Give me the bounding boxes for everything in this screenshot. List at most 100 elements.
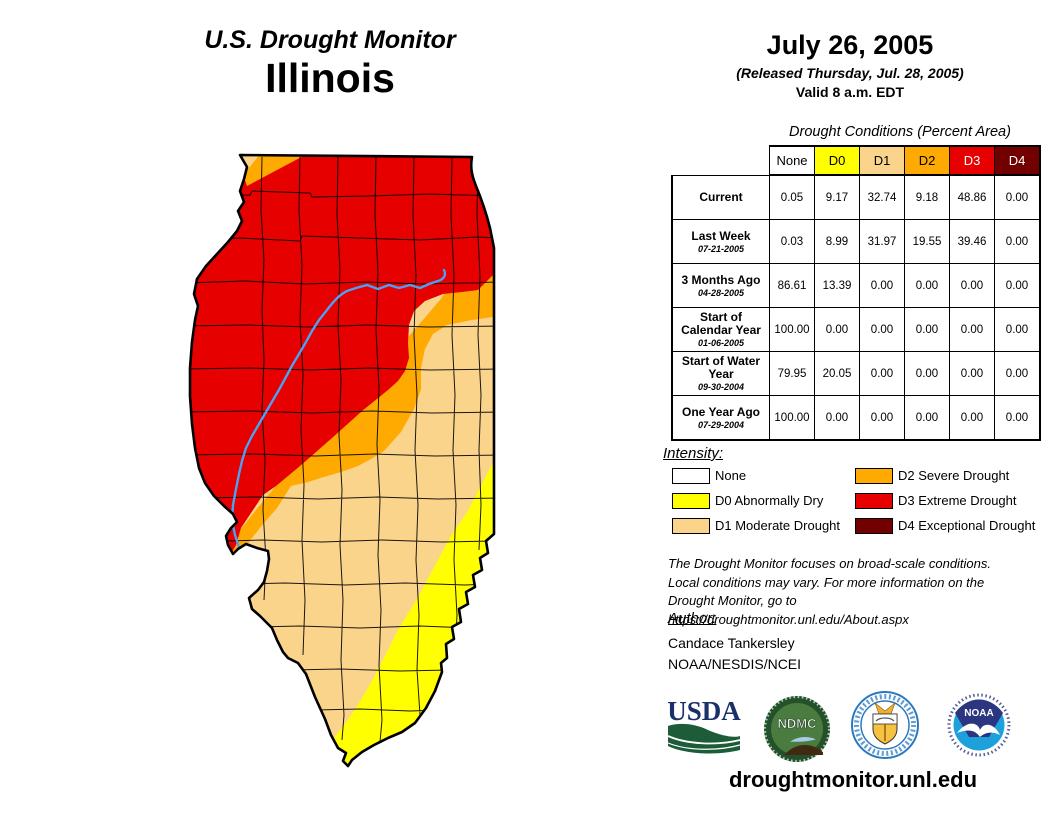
value-cell: 13.39 [814,263,860,308]
state-title: Illinois [265,55,395,101]
value-cell: 0.00 [859,307,905,352]
disclaimer-line: Drought Monitor, go to https://droughtmo… [668,593,909,627]
table-title: Drought Conditions (Percent Area) [789,124,1011,140]
legend-label: None [715,468,747,483]
table-corner-cell [672,146,770,175]
legend-label: D3 Extreme Drought [898,493,1017,508]
table-row-3-months-ago: 3 Months Ago 04-28-2005 86.61 13.39 0.00 0.00… [671,263,1041,308]
row-label-date: 01-06-2005 [697,338,745,348]
value-cell: 39.46 [949,219,995,264]
value-cell: 100.00 [769,307,815,352]
author-heading: Author: [668,610,717,627]
map-title-block: U.S. Drought Monitor Illinois [140,26,520,99]
row-label-text: Start of Calendar Year [681,310,761,337]
row-label-text: One Year Ago [681,404,761,419]
usda-logo: USDA [667,696,741,754]
row-label-date: 04-28-2005 [697,287,745,298]
value-cell: 0.00 [949,351,995,396]
legend-swatch [855,518,893,534]
value-cell: 0.00 [904,395,950,441]
state-outline [188,153,496,768]
row-label-date: 09-30-2004 [697,382,745,392]
row-label: One Year Ago 07-29-2004 [671,395,770,441]
value-cell: 0.00 [949,307,995,352]
value-cell: 0.00 [859,263,905,308]
disclaimer-text: The Drought Monitor focuses on broad-sca… [668,555,1013,629]
legend-swatch [855,468,893,484]
column-header-d3: D3 [949,145,995,176]
value-cell: 0.00 [949,395,995,441]
value-cell: 0.00 [994,219,1041,264]
value-cell: 48.86 [949,174,995,220]
intensity-legend: Intensity: None D0 Abnormally Dry D1 Moder… [663,445,1048,543]
row-label-text: Current [699,189,743,204]
value-cell: 32.74 [859,174,905,220]
legend-swatch [672,518,710,534]
table-row-current: Current 0.05 9.17 32.74 9.18 48.86 0.00 [671,174,1041,220]
row-label-date: 07-21-2005 [697,243,745,254]
row-label: 3 Months Ago 04-28-2005 [671,263,770,308]
value-cell: 0.00 [994,174,1041,220]
value-cell: 86.61 [769,263,815,308]
drought-conditions-table: None D0 D1 D2 D3 D4 Current 0.05 9.17 32.74 9.18 4… [671,145,1041,441]
value-cell: 8.99 [814,219,860,264]
noaa-logo: NOAA [946,692,1012,758]
noaa-logo-text: NOAA [964,708,993,719]
row-label-date: 07-29-2004 [697,419,745,430]
site-url: droughtmonitor.unl.edu [728,767,978,792]
value-cell: 0.00 [994,395,1041,441]
row-label: Current [671,174,770,220]
legend-swatch [855,493,893,509]
row-label: Start of Water Year 09-30-2004 [671,351,770,396]
value-cell: 0.00 [994,351,1041,396]
legend-label: D4 Exceptional Drought [898,518,1036,533]
usda-logo-text: USDA [667,696,741,726]
author-block: Author: Candace Tankersley NOAA/NESDIS/N… [668,610,801,672]
program-title: U.S. Drought Monitor [204,26,456,54]
value-cell: 0.00 [814,395,860,441]
legend-label: D0 Abnormally Dry [715,493,824,508]
legend-swatch [672,468,710,484]
value-cell: 0.00 [904,307,950,352]
valid-time: Valid 8 a.m. EDT [795,84,905,100]
value-cell: 100.00 [769,395,815,441]
column-header-d0: D0 [814,145,860,176]
date-block: July 26, 2005 (Released Thursday, Jul. 2… [689,30,1011,100]
released-date: (Released Thursday, Jul. 28, 2005) [736,65,964,81]
value-cell: 19.55 [904,219,950,264]
value-cell: 0.00 [994,307,1041,352]
ndmc-logo-text: NDMC [778,716,818,731]
value-cell: 0.05 [769,174,815,220]
legend-label: D1 Moderate Drought [715,518,841,533]
table-row-one-year-ago: One Year Ago 07-29-2004 100.00 0.00 0.00 0.00… [671,395,1041,441]
value-cell: 0.03 [769,219,815,264]
legend-heading: Intensity: [663,445,724,462]
value-cell: 0.00 [994,263,1041,308]
value-cell: 9.18 [904,174,950,220]
map-date: July 26, 2005 [766,30,934,60]
column-header-none: None [769,145,815,176]
doc-seal-logo [851,691,919,759]
county-boundaries [190,156,494,743]
legend-label: D2 Severe Drought [898,468,1010,483]
table-row-last-week: Last Week 07-21-2005 0.03 8.99 31.97 19.55 39.… [671,219,1041,264]
illinois-river [230,268,447,552]
table-row-start-of-water-year: Start of Water Year 09-30-2004 79.95 20.05 0… [671,351,1041,396]
table-header-row: None D0 D1 D2 D3 D4 [672,145,1041,176]
author-agency: NOAA/NESDIS/NCEI [668,656,802,672]
row-label: Start of Calendar Year 01-06-2005 [671,307,770,352]
value-cell: 20.05 [814,351,860,396]
disclaimer-line: Local conditions may vary. For more info… [668,574,985,590]
column-header-d1: D1 [859,145,905,176]
table-row-start-of-calendar-year: Start of Calendar Year 01-06-2005 100.00 0.… [671,307,1041,352]
value-cell: 0.00 [859,351,905,396]
column-header-d2: D2 [904,145,950,176]
row-label-text: Last Week [691,228,751,243]
disclaimer-line: The Drought Monitor focuses on broad-sca… [668,556,992,571]
legend-swatch [672,493,710,509]
value-cell: 79.95 [769,351,815,396]
ndmc-logo: NDMC [763,695,831,763]
value-cell: 0.00 [814,307,860,352]
value-cell: 31.97 [859,219,905,264]
value-cell: 0.00 [904,263,950,308]
